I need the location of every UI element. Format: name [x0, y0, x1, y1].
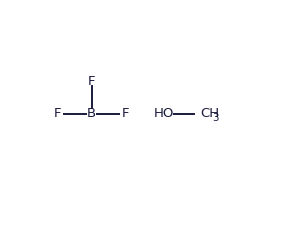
Text: B: B: [87, 107, 96, 120]
Text: CH: CH: [201, 107, 220, 120]
Text: 3: 3: [212, 114, 219, 123]
Text: F: F: [88, 75, 95, 88]
Text: F: F: [122, 107, 129, 120]
Text: F: F: [54, 107, 61, 120]
Text: HO: HO: [154, 107, 174, 120]
